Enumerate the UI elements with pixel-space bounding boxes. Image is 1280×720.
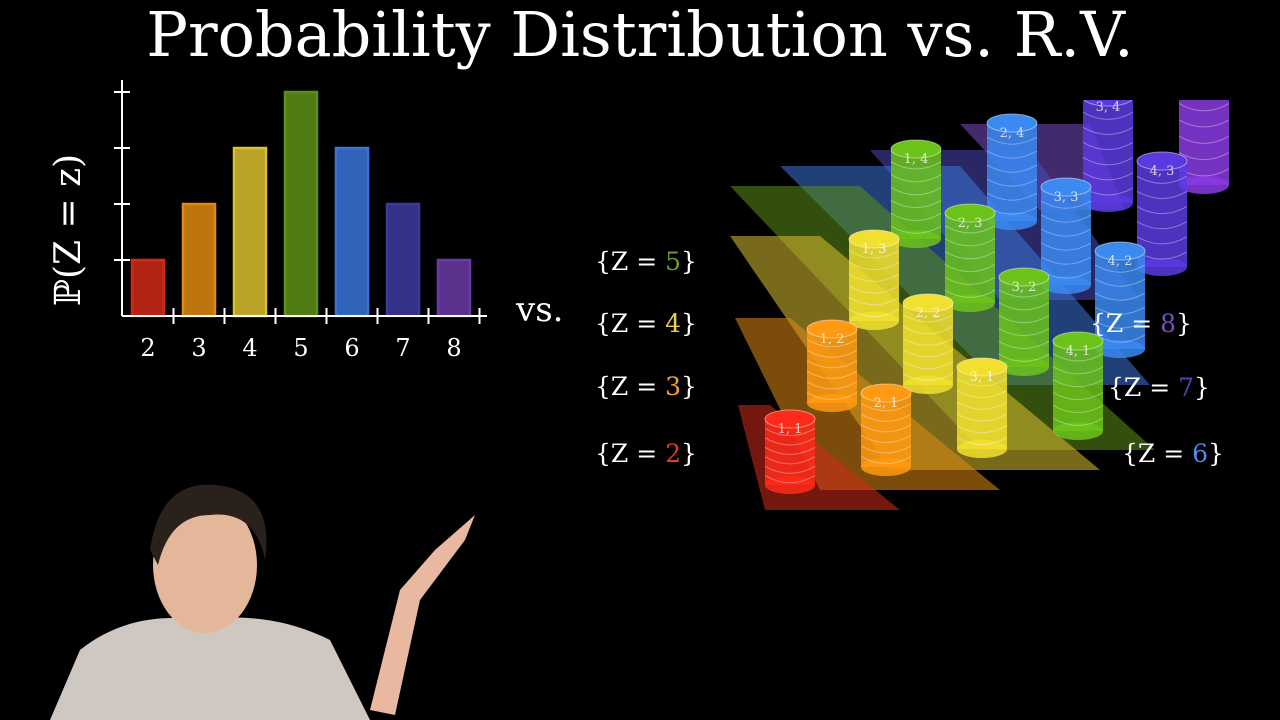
outcome-cylinder: 3, 3 xyxy=(1040,177,1092,294)
cylinder-label: 3, 3 xyxy=(1054,190,1079,205)
x-tick-label: 7 xyxy=(395,334,410,362)
bar-3 xyxy=(181,202,217,318)
x-tick-label: 2 xyxy=(140,334,155,362)
outcome-cylinder: 4, 2 xyxy=(1094,241,1146,358)
cylinder-label: 4, 3 xyxy=(1150,164,1175,179)
presenter-head xyxy=(153,497,257,633)
presenter-video xyxy=(50,484,475,720)
axes-group xyxy=(114,80,487,324)
outcome-cylinder: 3, 2 xyxy=(998,267,1050,376)
presenter-hair xyxy=(150,484,267,565)
event-label-z-4: {Z = 4} xyxy=(595,309,697,338)
cylinder-label: 2, 2 xyxy=(916,306,941,321)
cylinder-label: 1, 1 xyxy=(778,422,803,437)
event-label-z-8: {Z = 8} xyxy=(1090,309,1192,338)
bar-6 xyxy=(334,146,370,318)
cylinder-label: 1, 3 xyxy=(862,242,887,257)
cylinder-label: 1, 2 xyxy=(820,332,845,347)
outcome-cylinder: 3, 4 xyxy=(1082,100,1134,212)
bar-5 xyxy=(283,90,319,318)
bar-7 xyxy=(385,202,421,318)
bar-2 xyxy=(130,258,166,318)
outcome-cylinder: 4, 3 xyxy=(1136,151,1188,276)
outcome-cylinder: 4, 4 xyxy=(1178,100,1230,194)
x-tick-label: 6 xyxy=(344,334,359,362)
outcome-cylinder: 1, 2 xyxy=(806,319,858,412)
outcome-cylinder: 1, 1 xyxy=(764,409,816,494)
cylinder-label: 2, 3 xyxy=(958,216,983,231)
vs-label: vs. xyxy=(516,290,564,330)
event-labels: {Z = 5} {Z = 4} {Z = 3} {Z = 2} {Z = 8} {Z = … xyxy=(595,247,1224,468)
x-tick-label: 8 xyxy=(446,334,461,362)
cylinder-label: 2, 1 xyxy=(874,396,899,411)
x-tick-label: 4 xyxy=(242,334,257,362)
outcome-cylinder: 2, 4 xyxy=(986,113,1038,230)
event-label-z-6: {Z = 6} xyxy=(1122,439,1224,468)
dice-outcome-diagram: 4, 4 3, 4 2, 4 1, 4 4, 3 3, 3 2, 3 1, 3 4, 2 3, 2… xyxy=(595,100,1230,510)
cylinder-label: 3, 4 xyxy=(1096,100,1121,115)
x-tick-labels: 2 3 4 5 6 7 8 xyxy=(140,334,461,362)
outcome-cylinder: 4, 1 xyxy=(1052,331,1104,440)
cylinder-label: 3, 2 xyxy=(1012,280,1037,295)
event-label-z-2: {Z = 2} xyxy=(595,439,697,468)
outcome-cylinder: 1, 4 xyxy=(890,139,942,248)
cylinder-label: 1, 4 xyxy=(904,152,929,167)
page-title: Probability Distribution vs. R.V. xyxy=(146,0,1134,71)
outcome-cylinder: 1, 3 xyxy=(848,229,900,330)
outcome-cylinder: 3, 1 xyxy=(956,357,1008,458)
y-axis-label: ℙ(Z = z) xyxy=(48,154,89,306)
cylinder-label: 4, 2 xyxy=(1108,254,1133,269)
presenter-arm xyxy=(370,515,475,715)
bar-4 xyxy=(232,146,268,318)
cylinder-label: 3, 1 xyxy=(970,370,995,385)
event-label-z-7: {Z = 7} xyxy=(1108,373,1210,402)
outcome-cylinder: 2, 1 xyxy=(860,383,912,476)
cylinder-label: 2, 4 xyxy=(1000,126,1025,141)
bar-8 xyxy=(436,258,472,318)
x-tick-label: 3 xyxy=(191,334,206,362)
x-tick-label: 5 xyxy=(293,334,308,362)
outcome-cylinder: 2, 2 xyxy=(902,293,954,394)
outcome-cylinder: 2, 3 xyxy=(944,203,996,312)
event-label-z-5: {Z = 5} xyxy=(595,247,697,276)
outcome-cylinders: 4, 4 3, 4 2, 4 1, 4 4, 3 3, 3 2, 3 1, 3 4, 2 3, 2… xyxy=(764,100,1230,494)
bar-chart: ℙ(Z = z) 2 3 4 5 6 7 8 xyxy=(48,80,487,362)
bars-group xyxy=(130,90,472,318)
cylinder-label: 4, 1 xyxy=(1066,344,1091,359)
presenter-shirt xyxy=(50,617,370,720)
event-label-z-3: {Z = 3} xyxy=(595,372,697,401)
